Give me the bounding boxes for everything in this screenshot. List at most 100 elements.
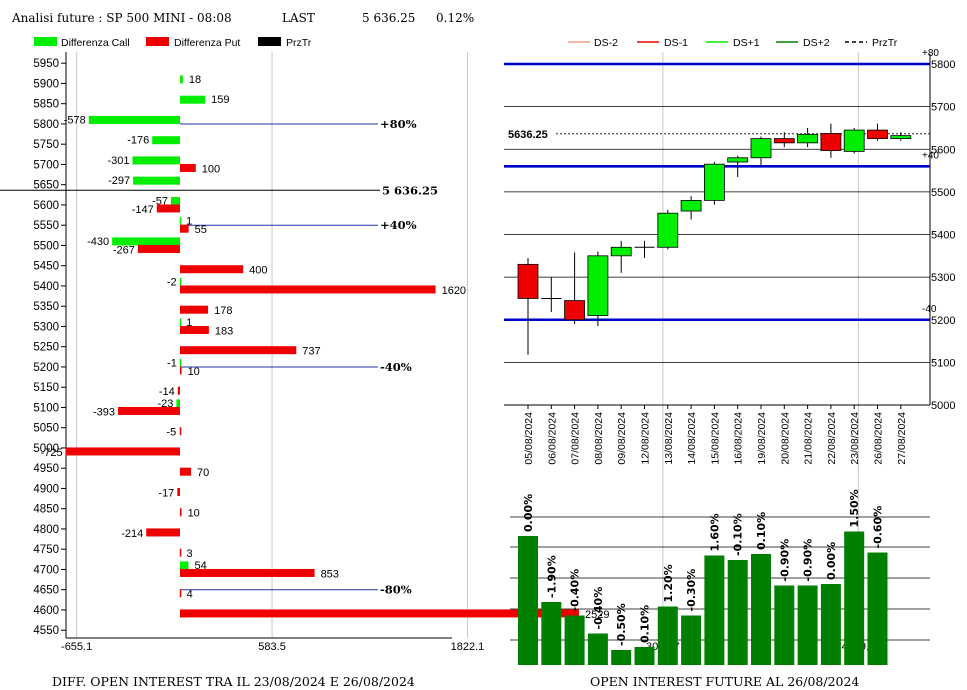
left-legend-label: Differenza Put (174, 37, 240, 49)
oi-chart: 0.00%-1.90% -0.40% -0.40% -0.50% 0.10%1.20% -… (510, 489, 930, 665)
candle-date-label: 15/08/2024 (709, 412, 721, 465)
call-bar (176, 399, 180, 408)
candle-date-label: 09/08/2024 (616, 412, 628, 465)
candle-body (867, 129, 888, 139)
left-strike-label: 5400 (33, 281, 59, 293)
left-strike-label: 4700 (33, 564, 59, 576)
candle-y-tick: 5700 (931, 102, 955, 114)
header-title: Analisi future : SP 500 MINI - 08:08 (12, 11, 232, 25)
candle-body (517, 263, 539, 299)
left-level-label: -40% (380, 360, 412, 374)
put-bar (180, 366, 182, 375)
candle-body (890, 135, 912, 139)
bar-value-label: -578 (64, 114, 86, 126)
oi-bar-label: 0.00% (825, 542, 838, 580)
bar-value-label: 737 (302, 346, 320, 358)
candle-legend-label: DS-2 (594, 37, 618, 49)
left-x-tick: -655.1 (61, 641, 92, 653)
oi-chart-caption: OPEN INTEREST FUTURE AL 26/08/2024 (590, 674, 860, 689)
bar-value-label: -214 (121, 528, 143, 540)
oi-bar (844, 531, 865, 665)
left-strike-label: 4800 (33, 524, 59, 536)
put-bar (180, 224, 189, 233)
candle-date-label: 07/08/2024 (570, 412, 582, 465)
candle-level-label: +80 (922, 48, 939, 59)
put-bar (179, 427, 182, 436)
oi-bar-label: 0.00% (522, 494, 535, 532)
candle-y-tick: 5600 (931, 144, 955, 156)
put-bar (65, 447, 180, 456)
call-bar (88, 115, 180, 124)
candle-date-label: 23/08/2024 (849, 412, 861, 465)
bar-value-label: 178 (214, 305, 232, 317)
call-bar (112, 237, 180, 246)
oi-bar (541, 602, 562, 665)
oi-bar-label: -0.90% (802, 539, 815, 582)
left-chart-caption: DIFF. OPEN INTEREST TRA IL 23/08/2024 E … (52, 674, 415, 689)
left-strike-label: 5150 (33, 382, 59, 394)
bar-value-label: 55 (195, 224, 207, 236)
left-strike-label: 4750 (33, 544, 59, 556)
left-strike-label: 5650 (33, 180, 59, 192)
bar-value-label: -297 (108, 175, 130, 187)
left-strike-label: 4550 (33, 625, 59, 637)
bar-value-label: -17 (158, 487, 174, 499)
candle-body (797, 133, 818, 144)
candle-date-label: 08/08/2024 (593, 412, 605, 465)
left-x-tick: 1822.1 (451, 641, 485, 653)
left-level-label: -80% (380, 583, 412, 597)
put-bar (180, 346, 297, 355)
bar-value-label: 1620 (442, 285, 466, 297)
left-strike-label: 4650 (33, 585, 59, 597)
left-legend-swatch (34, 37, 57, 46)
candle-date-label: 16/08/2024 (733, 412, 745, 465)
oi-bar-label: 1.50% (848, 489, 861, 527)
put-bar (180, 568, 315, 577)
left-strike-label: 5100 (33, 402, 59, 414)
bar-value-label: 10 (188, 366, 200, 378)
candle-level-label: +40 (922, 150, 939, 161)
oi-bar-label: -0.50% (615, 603, 628, 646)
left-strike-label: 5600 (33, 200, 59, 212)
oi-bar-label: -0.40% (592, 587, 605, 630)
put-bar (180, 325, 209, 334)
put-bar (146, 528, 180, 537)
oi-bar-label: 1.60% (708, 513, 721, 551)
bar-value-label: 3 (186, 548, 192, 560)
left-strike-label: 5450 (33, 261, 59, 273)
bar-value-label: -1 (167, 357, 177, 369)
oi-bar-label: 0.10% (755, 512, 768, 550)
left-strike-label: 5900 (33, 78, 59, 90)
put-bar (137, 244, 180, 253)
bar-value-label: 4 (187, 589, 193, 601)
put-bar (180, 163, 196, 172)
put-bar (156, 204, 180, 213)
left-legend-label: Differenza Call (61, 37, 130, 49)
left-strike-label: 4900 (33, 483, 59, 495)
bar-value-label: -725 (41, 447, 63, 459)
bar-value-label: 1 (186, 216, 192, 228)
oi-bar (611, 650, 632, 665)
candle-body (727, 157, 749, 163)
left-price-label: 5 636.25 (382, 183, 438, 197)
left-strike-label: 5850 (33, 99, 59, 111)
candle-body (843, 129, 865, 152)
candle-body (750, 138, 772, 159)
header-change: 0.12% (436, 11, 475, 25)
candle-level-label: -40 (922, 304, 937, 315)
candle-date-label: 20/08/2024 (779, 412, 791, 465)
candle-body (610, 246, 632, 257)
left-strike-label: 5200 (33, 362, 59, 374)
candle-y-tick: 5400 (931, 230, 955, 242)
oi-bar (587, 633, 608, 665)
candle-date-label: 22/08/2024 (826, 412, 838, 465)
left-legend-label: PrzTr (286, 37, 312, 49)
candle-y-tick: 5100 (931, 357, 955, 369)
bar-value-label: 70 (197, 467, 209, 479)
bar-value-label: 183 (215, 325, 233, 337)
left-strike-label: 5800 (33, 119, 59, 131)
put-bar (180, 609, 579, 618)
call-bar (171, 196, 180, 205)
put-bar (177, 487, 180, 496)
